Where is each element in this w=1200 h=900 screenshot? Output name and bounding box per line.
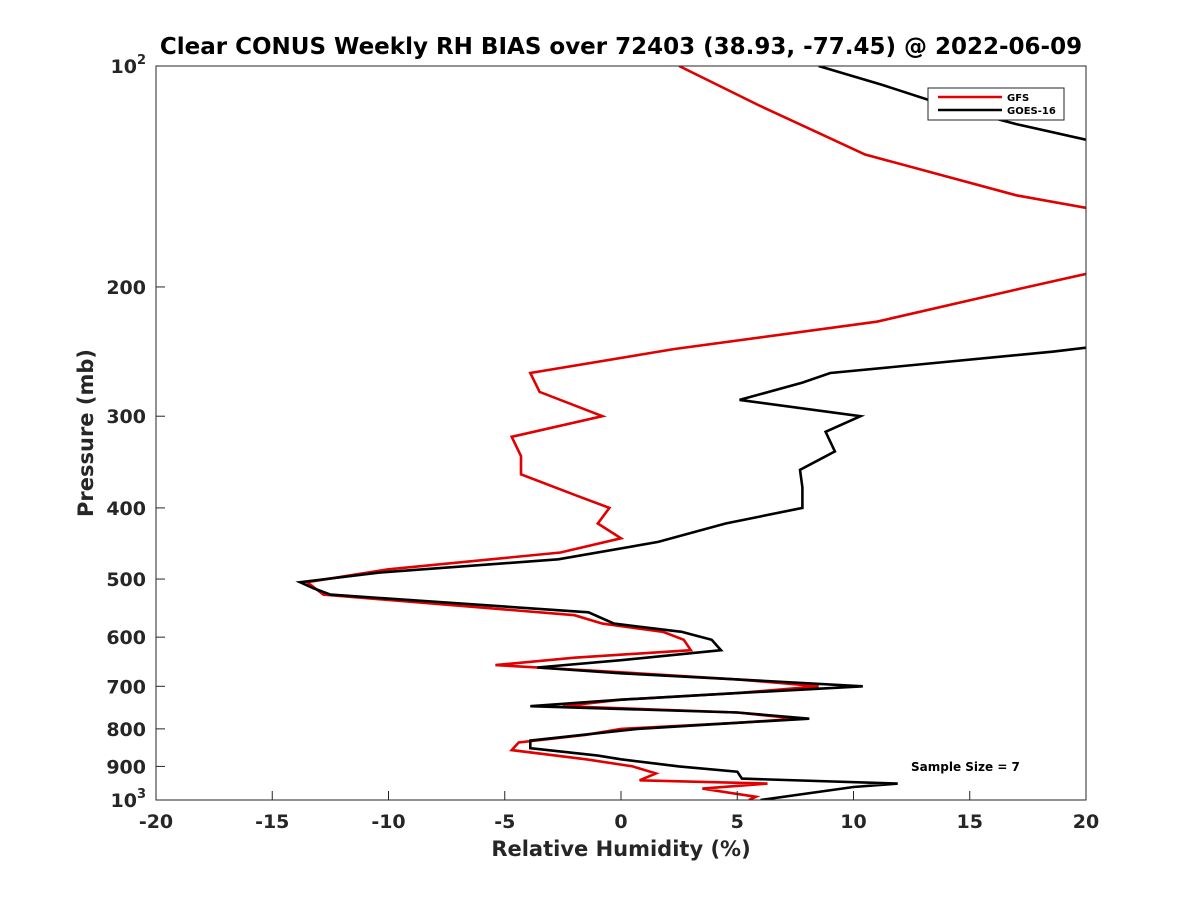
y-tick-label: 600	[106, 627, 146, 649]
x-tick-label: -10	[371, 811, 405, 833]
y-tick-label: 700	[106, 676, 146, 698]
x-tick-label: 10	[840, 811, 866, 833]
series-line-gfs	[303, 66, 1086, 800]
x-axis-label: Relative Humidity (%)	[491, 837, 750, 861]
y-tick-label: 500	[106, 569, 146, 591]
x-axis: -20 -15 -10 -5 0 5 10 15 20	[139, 791, 1099, 833]
x-tick-label: 0	[614, 811, 627, 833]
y-tick-label: 400	[106, 498, 146, 520]
x-tick-label: 15	[957, 811, 983, 833]
y-tick-label: 103	[111, 787, 147, 812]
legend-label-gfs: GFS	[1007, 93, 1029, 104]
x-tick-label: 5	[731, 811, 744, 833]
chart-title: Clear CONUS Weekly RH BIAS over 72403 (3…	[160, 34, 1082, 60]
y-tick-label: 300	[106, 406, 146, 428]
legend-box	[927, 87, 1065, 121]
x-tick-label: -20	[139, 811, 173, 833]
y-tick-label: 800	[106, 719, 146, 741]
legend: GFS GOES-16	[927, 87, 1065, 121]
x-tick-label: 20	[1073, 811, 1099, 833]
x-tick-label: -15	[255, 811, 289, 833]
y-axis-label: Pressure (mb)	[74, 349, 98, 517]
y-tick-label: 900	[106, 756, 146, 778]
legend-label-goes16: GOES-16	[1007, 106, 1056, 117]
y-tick-label: 200	[106, 277, 146, 299]
sample-size-annotation: Sample Size = 7	[911, 760, 1020, 774]
y-axis: 102 200 300 400 500 600 700 800 900 103	[106, 53, 165, 812]
x-tick-label: -5	[494, 811, 515, 833]
y-tick-label: 102	[111, 53, 147, 78]
